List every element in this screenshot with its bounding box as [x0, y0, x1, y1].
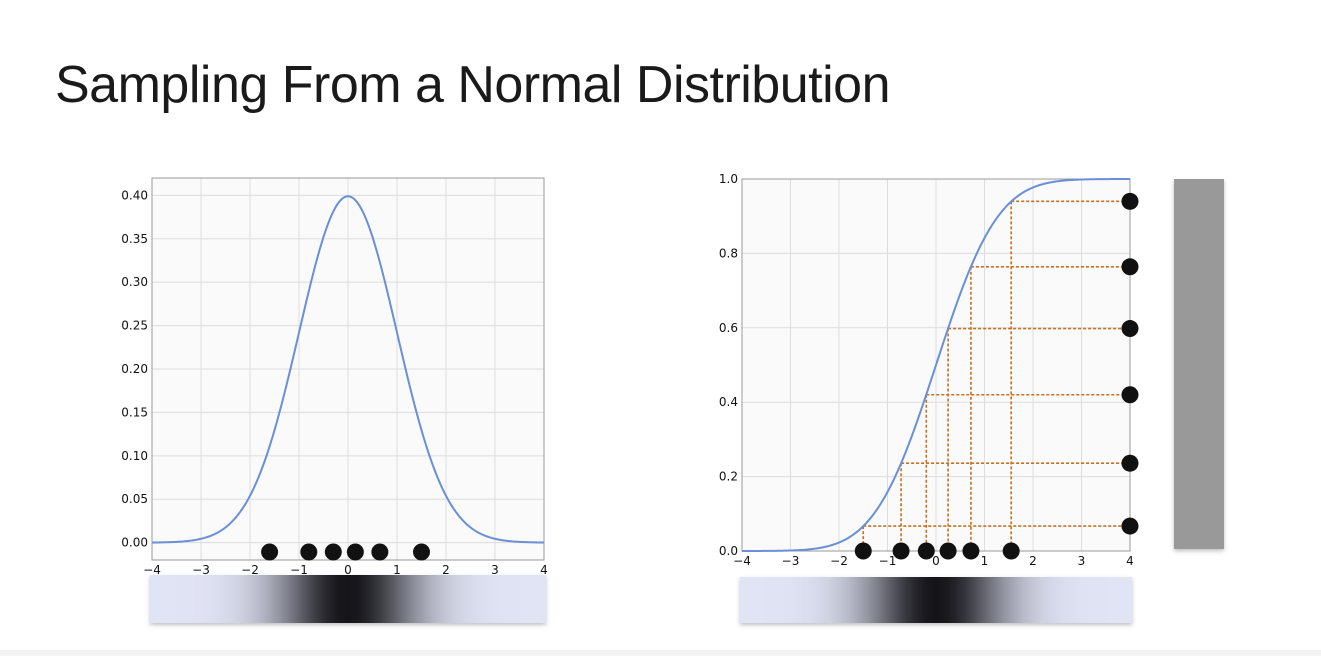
sample-dot: [261, 543, 279, 561]
x-tick-label: −4: [143, 563, 161, 577]
sample-dot: [346, 543, 364, 561]
y-tick-label: 0.15: [121, 405, 148, 419]
x-tick-label: −1: [879, 554, 897, 568]
y-tick-label: 0.8: [719, 246, 738, 260]
x-tick-label: 0: [932, 554, 940, 568]
x-tick-label: 2: [442, 563, 450, 577]
y-tick-label: 0.05: [121, 492, 148, 506]
sample-dot: [300, 543, 318, 561]
x-tick-label: 0: [344, 563, 352, 577]
x-tick-label: −4: [733, 554, 751, 568]
y-tick-label: 1.0: [719, 172, 738, 186]
x-tick-label: 2: [1029, 554, 1037, 568]
y-tick-label: 0.00: [121, 536, 148, 550]
plot-frame: [151, 177, 545, 561]
sample-dot-x: [962, 542, 980, 560]
cdf-curve: [742, 178, 1130, 552]
sample-dot-y: [1121, 192, 1139, 210]
footer-band: [0, 650, 1321, 656]
density-bar: [740, 577, 1132, 623]
y-tick-label: 0.30: [121, 275, 148, 289]
sample-dot-y: [1121, 258, 1139, 276]
y-tick-label: 0.6: [719, 321, 738, 335]
y-tick-label: 0.4: [719, 395, 738, 409]
density-bar: [150, 575, 546, 623]
x-tick-label: −3: [782, 554, 800, 568]
sample-dot-x: [939, 542, 957, 560]
sample-dot-x: [854, 542, 872, 560]
y-tick-label: 0.35: [121, 232, 148, 246]
sample-dot-x: [892, 542, 910, 560]
x-tick-label: 4: [540, 563, 548, 577]
pdf-chart: −4 −3 −2 −1 0 1 2 3 4 0.00 0.05 0.10 0.15 0.20 0.25 0.3…: [121, 177, 548, 623]
sample-dot-y: [1121, 454, 1139, 472]
sample-dot: [324, 543, 342, 561]
y-tick-label: 0.25: [121, 319, 148, 333]
uniform-bar: [1174, 179, 1224, 549]
x-tick-label: 4: [1126, 554, 1134, 568]
pdf-curve: [151, 195, 545, 544]
sample-dot: [371, 543, 389, 561]
sample-dot-y: [1121, 320, 1139, 338]
sample-dot-y: [1121, 517, 1139, 535]
x-tick-label: 3: [1078, 554, 1086, 568]
y-tick-label: 0.40: [121, 188, 148, 202]
sample-dot-x: [917, 542, 935, 560]
plot-frame: [741, 178, 1131, 552]
slide-title: Sampling From a Normal Distribution: [55, 56, 891, 114]
y-tick-label: 0.10: [121, 449, 148, 463]
x-tick-label: 1: [393, 563, 401, 577]
sample-dot-y: [1121, 386, 1139, 404]
x-tick-label: 1: [981, 554, 989, 568]
x-tick-label: 3: [491, 563, 499, 577]
x-tick-label: −1: [290, 563, 308, 577]
x-tick-label: −2: [830, 554, 848, 568]
y-tick-label: 0.0: [719, 544, 738, 558]
cdf-chart: −4 −3 −2 −1 0 1 2 3 4 0.0 0.2 0.4 0.6 0.8 1.0: [719, 172, 1224, 623]
sample-dot: [413, 543, 430, 561]
sample-dot-x: [1002, 542, 1020, 560]
x-tick-label: −2: [241, 563, 259, 577]
x-tick-label: −3: [192, 563, 210, 577]
y-tick-label: 0.2: [719, 470, 738, 484]
y-tick-label: 0.20: [121, 362, 148, 376]
